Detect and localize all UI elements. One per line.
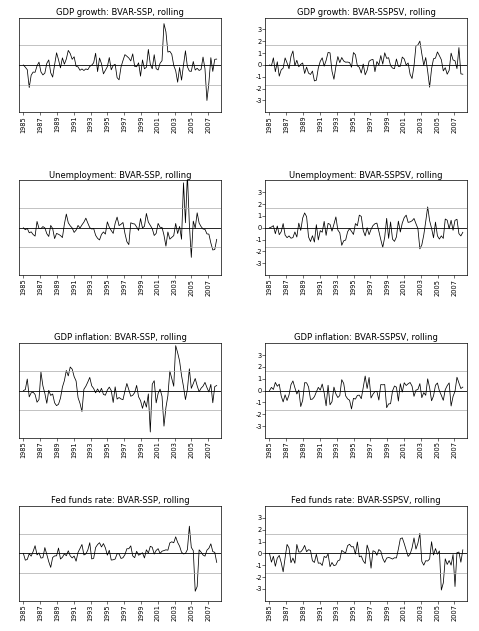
- Title: GDP inflation: BVAR-SSP, rolling: GDP inflation: BVAR-SSP, rolling: [54, 334, 186, 343]
- Title: Fed funds rate: BVAR-SSP, rolling: Fed funds rate: BVAR-SSP, rolling: [51, 497, 189, 505]
- Title: GDP growth: BVAR-SSPSV, rolling: GDP growth: BVAR-SSPSV, rolling: [297, 8, 435, 17]
- Title: Fed funds rate: BVAR-SSPSV, rolling: Fed funds rate: BVAR-SSPSV, rolling: [291, 497, 441, 505]
- Title: Unemployment: BVAR-SSP, rolling: Unemployment: BVAR-SSP, rolling: [49, 171, 191, 180]
- Title: GDP inflation: BVAR-SSPSV, rolling: GDP inflation: BVAR-SSPSV, rolling: [294, 334, 438, 343]
- Title: Unemployment: BVAR-SSPSV, rolling: Unemployment: BVAR-SSPSV, rolling: [289, 171, 443, 180]
- Title: GDP growth: BVAR-SSP, rolling: GDP growth: BVAR-SSP, rolling: [56, 8, 184, 17]
